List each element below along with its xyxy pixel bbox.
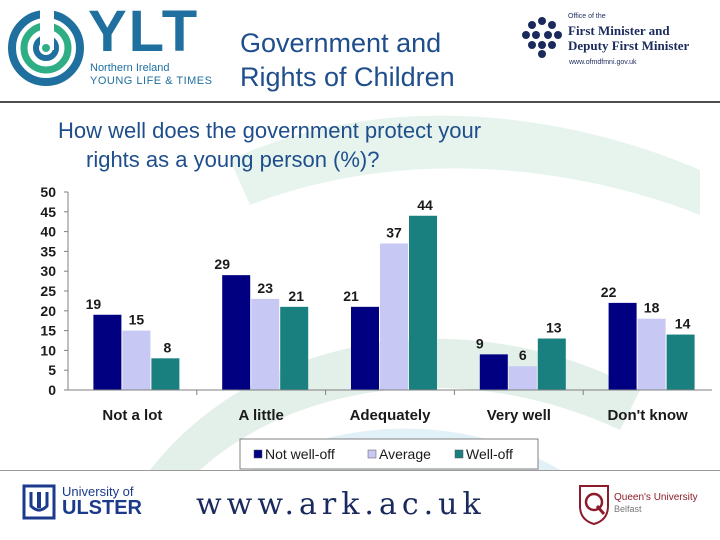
y-tick-label: 35 [40, 243, 56, 259]
data-label: 8 [164, 339, 172, 355]
bar [280, 306, 309, 390]
y-tick-label: 30 [40, 263, 56, 279]
ylt-swirl-logo-icon [8, 6, 84, 86]
chart-question: How well does the government protect you… [58, 116, 481, 174]
y-tick-label: 40 [40, 224, 56, 240]
ofmdfm-crest-icon [522, 17, 562, 58]
x-tick-label: Not a lot [102, 407, 162, 424]
chart-question-line1: How well does the government protect you… [58, 118, 482, 143]
data-label: 29 [214, 256, 230, 272]
data-label: 6 [519, 347, 527, 363]
y-tick-label: 5 [48, 362, 56, 378]
data-label: 23 [257, 280, 273, 296]
y-tick-label: 45 [40, 204, 56, 220]
slide-title: Government and Rights of Children [240, 26, 455, 94]
legend-label: Well-off [466, 446, 513, 462]
legend-label: Average [379, 446, 431, 462]
bar [93, 314, 122, 390]
ofmdfm-url: www.ofmdfmni.gov.uk [569, 59, 637, 66]
legend-swatch [454, 449, 464, 459]
legend-swatch [253, 449, 263, 459]
data-label: 15 [129, 312, 145, 328]
bar-chart: 0 5 10 15 20 25 30 35 40 45 50 19 15 8 29 23 21 21 37 44 9 6… [40, 184, 712, 470]
legend-label: Not well-off [265, 446, 335, 462]
bar [222, 275, 251, 390]
ylt-wordmark: YLT [88, 0, 200, 64]
ulster-logo-icon [22, 484, 56, 520]
qub-crest-icon [579, 485, 609, 526]
bar [666, 334, 695, 390]
bar [508, 366, 537, 390]
bar [479, 354, 508, 390]
ofmdfm-name-line2: Deputy First Minister [568, 38, 690, 53]
bar [608, 302, 637, 390]
y-axis: 0 5 10 15 20 25 30 35 40 45 50 [40, 184, 69, 398]
bar [251, 298, 280, 390]
y-tick-label: 0 [48, 382, 56, 398]
data-label: 18 [644, 300, 660, 316]
qub-name-line2: Belfast [614, 504, 642, 514]
bar [409, 215, 437, 390]
data-label: 37 [386, 224, 402, 240]
ark-url: www.ark.ac.uk [196, 487, 486, 522]
bar [351, 306, 379, 390]
legend-box [239, 438, 539, 470]
data-label: 14 [675, 316, 691, 332]
slide-title-line1: Government and [240, 28, 442, 58]
data-label: 21 [343, 288, 359, 304]
ofmdfm-prefix: Office of the [568, 13, 606, 20]
footer-divider [0, 470, 720, 471]
x-tick-label: Don't know [607, 407, 688, 424]
ulster-name-line2: ULSTER [62, 497, 142, 519]
bar [151, 358, 180, 390]
qub-name-line1: Queen's University [614, 492, 698, 503]
y-tick-label: 25 [40, 283, 56, 299]
data-label: 21 [288, 288, 304, 304]
bar [537, 338, 566, 390]
y-tick-label: 20 [40, 303, 56, 319]
data-label: 44 [417, 197, 433, 213]
slide-title-line2: Rights of Children [240, 62, 455, 92]
y-tick-label: 50 [40, 184, 56, 200]
bar [380, 243, 408, 390]
data-label: 22 [601, 284, 617, 300]
ofmdfm-name-line1: First Minister and [568, 23, 670, 38]
chart-question-line2: rights as a young person (%)? [86, 147, 380, 172]
legend-swatch [367, 449, 377, 459]
data-label: 13 [546, 320, 562, 336]
ylt-subtitle-name: YOUNG LIFE & TIMES [90, 75, 213, 87]
bar [122, 330, 151, 390]
ylt-subtitle-region: Northern Ireland [90, 62, 170, 74]
header-divider [0, 101, 720, 103]
x-tick-label: A little [239, 407, 284, 424]
ulster-name-line1: University of [62, 484, 134, 499]
data-label: 19 [86, 296, 102, 312]
chart-legend: Not well-off Average Well-off [239, 438, 539, 470]
x-tick-label: Adequately [350, 407, 432, 424]
y-tick-label: 15 [40, 323, 56, 339]
y-tick-label: 10 [40, 342, 56, 358]
x-axis: Not a lot A little Adequately Very well Don'… [68, 389, 712, 424]
bar [637, 318, 666, 390]
data-label: 9 [476, 335, 484, 351]
x-tick-label: Very well [487, 407, 551, 424]
bar-series-group: 19 15 8 29 23 21 21 37 44 9 6 13 22 18 14 [86, 197, 695, 390]
